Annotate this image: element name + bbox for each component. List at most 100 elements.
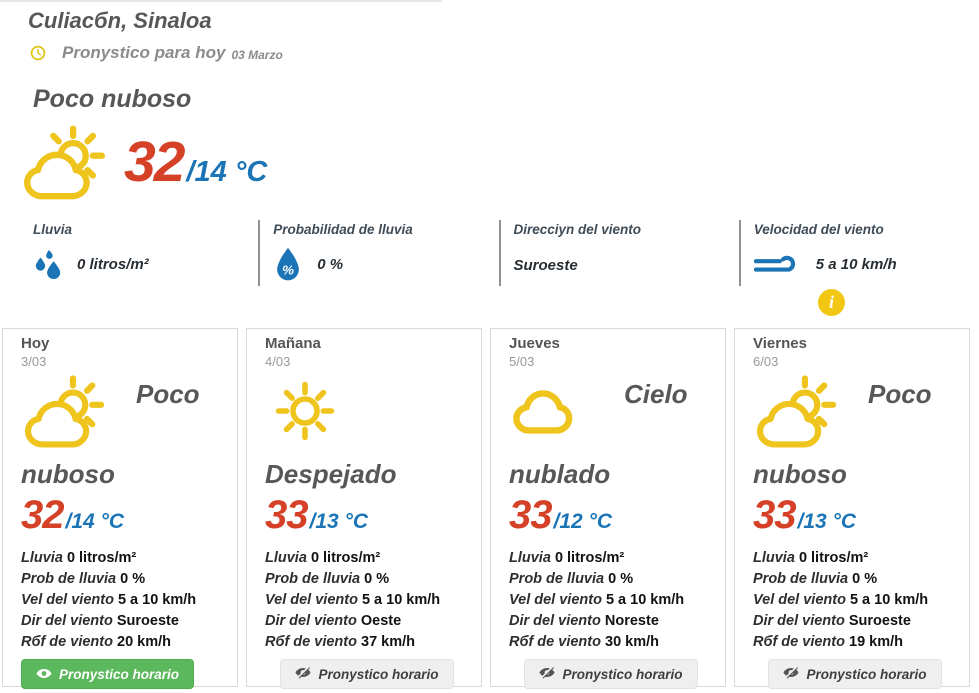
card-details: Lluvia 0 litros/m² Prob de lluvia 0 % Ve… <box>265 549 469 652</box>
card-date: 3/03 <box>21 354 47 369</box>
detail-value: 5 a 10 km/h <box>361 592 441 608</box>
hourly-forecast-button[interactable]: Pronystico horario <box>280 659 454 689</box>
card-date: 6/03 <box>753 354 779 369</box>
condition-text: Poco nuboso <box>21 379 200 489</box>
detail-value: 30 km/h <box>605 634 659 650</box>
temp-high: 33 <box>753 493 796 537</box>
temp-low: /14 °C <box>65 510 125 533</box>
condition-text: Poco nuboso <box>753 379 932 489</box>
detail-value: Oeste <box>360 613 402 629</box>
sun-cloud-icon <box>753 371 868 451</box>
temp-high: 32 <box>21 493 64 537</box>
detail-value: 0 litros/m² <box>798 550 869 566</box>
detail-label: Dir del viento <box>265 613 357 629</box>
forecast-subtitle: Pronystico para hoy 03 Marzo <box>30 43 979 63</box>
eye-icon <box>36 667 52 682</box>
forecast-cards: Hoy 3/03 Poco nuboso <box>2 328 970 689</box>
temp-high: 33 <box>265 493 308 537</box>
detail-value: Noreste <box>604 613 659 629</box>
card-temperature: 33 /13 °C <box>753 495 957 541</box>
button-label: Pronystico horario <box>59 666 180 682</box>
condition-text: Cielo nublado <box>509 379 688 489</box>
info-icon[interactable]: i <box>818 289 845 316</box>
stat-value: 0 litros/m² <box>77 255 149 273</box>
detail-label: Dir del viento <box>753 613 845 629</box>
detail-value: 37 km/h <box>361 634 415 650</box>
detail-value: 0 % <box>608 571 634 587</box>
card-condition: Poco nuboso <box>21 371 225 495</box>
detail-value: 19 km/h <box>849 634 903 650</box>
detail-value: 5 a 10 km/h <box>849 592 929 608</box>
current-condition: Poco nuboso <box>33 85 192 113</box>
forecast-card-manana: Mañana 4/03 <box>246 328 482 689</box>
detail-label: Lluvia <box>753 550 795 566</box>
stat-wind-direction: Direcciyn del viento Suroeste <box>498 220 739 286</box>
current-stats: Lluvia 0 litros/m² Probabilidad de lluvi… <box>0 220 979 286</box>
button-label: Pronystico horario <box>562 666 683 682</box>
stat-value: 5 a 10 km/h <box>815 255 897 273</box>
card-details: Lluvia 0 litros/m² Prob de lluvia 0 % Ve… <box>509 549 713 652</box>
detail-label: Lluvia <box>21 550 63 566</box>
forecast-date: 03 Marzo <box>231 48 283 62</box>
detail-value: 0 % <box>852 571 878 587</box>
detail-label: Lluvia <box>509 550 551 566</box>
eye-slash-icon <box>783 666 800 682</box>
card-date: 5/03 <box>509 354 535 369</box>
stat-rain: Lluvia 0 litros/m² <box>0 220 258 286</box>
detail-value: 0 litros/m² <box>66 550 137 566</box>
card-condition: Poco nuboso <box>753 371 957 495</box>
sun-cloud-icon <box>20 122 110 202</box>
detail-label: Prob de lluvia <box>753 571 849 587</box>
eye-slash-icon <box>295 666 312 682</box>
temp-low: /13 °C <box>309 510 369 533</box>
sun-cloud-icon <box>21 371 136 451</box>
page-title: Culiacбn, Sinaloa <box>28 8 212 33</box>
detail-label: Vel del viento <box>509 592 602 608</box>
detail-label: Prob de lluvia <box>265 571 361 587</box>
hourly-forecast-button[interactable]: Pronystico horario <box>21 659 195 689</box>
card-temperature: 33 /13 °C <box>265 495 469 541</box>
current-weather: 32 /14 °C <box>20 120 979 204</box>
card-condition: Despejado <box>265 371 469 495</box>
detail-value: Suroeste <box>116 613 179 629</box>
detail-label: Rбf de viento <box>21 634 113 650</box>
hourly-forecast-button[interactable]: Pronystico horario <box>524 659 698 689</box>
eye-slash-icon <box>539 666 556 682</box>
stat-label: Probabilidad de lluvia <box>273 222 413 237</box>
stat-label: Direcciyn del viento <box>513 222 642 237</box>
detail-label: Prob de lluvia <box>509 571 605 587</box>
card-details: Lluvia 0 litros/m² Prob de lluvia 0 % Ve… <box>21 549 225 652</box>
detail-value: 5 a 10 km/h <box>117 592 197 608</box>
temp-high: 32 <box>124 129 185 194</box>
cloud-icon <box>509 371 624 451</box>
wind-icon <box>753 251 802 277</box>
detail-label: Vel del viento <box>21 592 114 608</box>
forecast-card-viernes: Viernes 6/03 Poco nuboso <box>734 328 970 689</box>
stat-rain-probability: Probabilidad de lluvia % 0 % <box>258 220 498 286</box>
temp-low: /13 °C <box>797 510 857 533</box>
temp-low: /12 °C <box>553 510 613 533</box>
detail-label: Dir del viento <box>509 613 601 629</box>
button-label: Pronystico horario <box>318 666 439 682</box>
stat-value: Suroeste <box>513 256 578 274</box>
forecast-label: Pronystico para hoy <box>62 43 226 62</box>
stat-label: Lluvia <box>33 222 73 237</box>
button-label: Pronystico horario <box>806 666 927 682</box>
card-day: Viernes <box>753 335 807 352</box>
raindrops-icon <box>33 248 63 280</box>
card-day: Mañana <box>265 335 321 352</box>
temp-high: 33 <box>509 493 552 537</box>
card-temperature: 33 /12 °C <box>509 495 713 541</box>
top-divider <box>0 0 442 2</box>
detail-label: Dir del viento <box>21 613 113 629</box>
detail-label: Rбf de viento <box>753 634 845 650</box>
card-day: Jueves <box>509 335 560 352</box>
detail-label: Lluvia <box>265 550 307 566</box>
clock-icon <box>30 45 46 61</box>
current-temperature: 32 /14 °C <box>124 129 267 194</box>
card-condition: Cielo nublado <box>509 371 713 495</box>
stat-value: 0 % <box>317 256 344 273</box>
hourly-forecast-button[interactable]: Pronystico horario <box>768 659 942 689</box>
sun-icon <box>265 371 380 451</box>
detail-label: Vel del viento <box>265 592 358 608</box>
